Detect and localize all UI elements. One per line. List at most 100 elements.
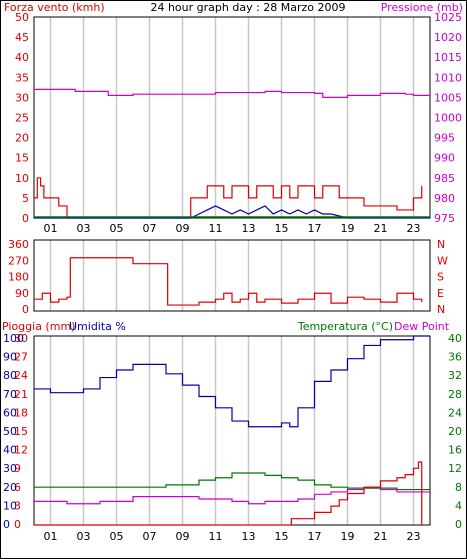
x-tick-label: 07 (143, 530, 157, 543)
y-tick-label-temperature: 0 (455, 518, 462, 531)
y-tick-label-humidity: 30 (3, 462, 17, 475)
y-tick-label-wind: 40 (15, 51, 29, 64)
y-tick-label-direction: 0 (22, 303, 29, 316)
y-tick-label-rain: 24 (14, 369, 28, 382)
y-tick-label-pressure: 975 (434, 212, 455, 225)
wind-pressure-panel: 5045403530252015105010251020101510101005… (15, 11, 462, 235)
y-tick-label-direction: 360 (8, 238, 29, 251)
temperature-axis-label: Temperatura (°C) (297, 320, 393, 333)
x-tick-label: 11 (209, 222, 223, 235)
series-line-wind (34, 177, 423, 219)
y-tick-label-rain: 27 (14, 351, 28, 364)
y-tick-label-temperature: 32 (448, 369, 462, 382)
y-tick-label-temperature: 4 (455, 499, 462, 512)
series-line-humidity (34, 335, 430, 428)
x-tick-label: 03 (77, 222, 91, 235)
x-tick-label: 09 (176, 222, 190, 235)
x-tick-label: 01 (44, 530, 58, 543)
x-tick-label: 07 (143, 222, 157, 235)
y-tick-label-pressure: 1000 (434, 112, 462, 125)
x-tick-label: 15 (275, 222, 289, 235)
y-tick-label-temperature: 20 (448, 425, 462, 438)
x-tick-label: 23 (407, 222, 421, 235)
y-tick-label-rain: 9 (14, 462, 21, 475)
x-tick-label: 19 (341, 530, 355, 543)
y-tick-label-humidity: 60 (3, 406, 17, 419)
series-line-gust (34, 205, 430, 219)
y-tick-label-rain: 21 (14, 388, 28, 401)
y-tick-label-temperature: 40 (448, 332, 462, 345)
y-tick-label-rain: 30 (14, 332, 28, 345)
wind-axis-label: Forza vento (kmh) (4, 1, 105, 14)
y-tick-label-humidity: 70 (3, 388, 17, 401)
y-tick-label-wind: 35 (15, 71, 29, 84)
y-tick-label-pressure: 1020 (434, 31, 462, 44)
y-tick-label-humidity: 20 (3, 481, 17, 494)
y-tick-label-temperature: 28 (448, 388, 462, 401)
x-tick-label: 03 (77, 530, 91, 543)
y-tick-label-pressure: 1005 (434, 91, 462, 104)
x-tick-label: 11 (209, 530, 223, 543)
y-tick-label-wind: 50 (15, 11, 29, 24)
y-tick-label-direction: 270 (8, 254, 29, 267)
pressure-axis-label: Pressione (mb) (381, 1, 463, 14)
x-tick-label: 05 (110, 222, 124, 235)
y-tick-label-pressure: 990 (434, 152, 455, 165)
series-line-dewpoint (34, 486, 430, 505)
x-tick-label: 13 (242, 530, 256, 543)
x-tick-label: 01 (44, 222, 58, 235)
y-tick-label-pressure: 1015 (434, 51, 462, 64)
y-tick-label-pressure: 985 (434, 172, 455, 185)
y-tick-label-temperature: 8 (455, 481, 462, 494)
x-tick-label: 05 (110, 530, 124, 543)
y-tick-label-temperature: 16 (448, 444, 462, 457)
series-line-pressure (34, 88, 430, 98)
y-tick-label-rain: 15 (14, 425, 28, 438)
y-tick-label-wind: 45 (15, 31, 29, 44)
plot-frame (33, 335, 431, 526)
y-tick-label-wind: 10 (15, 172, 29, 185)
y-tick-label-wind: 0 (22, 212, 29, 225)
y-tick-label-temperature: 12 (448, 462, 462, 475)
x-tick-label: 09 (176, 530, 190, 543)
y-tick-label-wind: 25 (15, 112, 29, 125)
y-tick-label-rain: 18 (14, 406, 28, 419)
y-tick-label-humidity: 90 (3, 351, 17, 364)
y-tick-label-rain: 12 (14, 444, 28, 457)
plot-frame (33, 16, 431, 219)
x-tick-label: 17 (308, 530, 322, 543)
y-tick-label-temperature: 24 (448, 406, 462, 419)
y-tick-label-wind: 30 (15, 91, 29, 104)
humidity-axis-label: Umidita % (69, 320, 126, 333)
chart-title: 24 hour graph day : 28 Marzo 2009 (150, 1, 345, 14)
y-tick-label-pressure: 1010 (434, 71, 462, 84)
y-tick-label-wind: 15 (15, 152, 29, 165)
y-tick-label-compass: N (437, 303, 445, 316)
y-tick-label-compass: S (437, 271, 444, 284)
y-tick-label-humidity: 100 (3, 332, 24, 345)
plot-frame (33, 239, 431, 312)
x-tick-label: 21 (374, 222, 388, 235)
y-tick-label-wind: 20 (15, 132, 29, 145)
y-tick-label-compass: E (437, 287, 444, 300)
x-tick-label: 19 (341, 222, 355, 235)
y-tick-label-pressure: 1025 (434, 11, 462, 24)
y-tick-label-wind: 5 (22, 192, 29, 205)
y-tick-label-compass: W (437, 254, 448, 267)
x-tick-label: 17 (308, 222, 322, 235)
series-line-rain (34, 461, 423, 526)
x-tick-label: 21 (374, 530, 388, 543)
y-tick-label-rain: 3 (14, 499, 21, 512)
y-tick-label-direction: 90 (15, 287, 29, 300)
y-tick-label-direction: 180 (8, 271, 29, 284)
y-tick-label-rain: 0 (14, 518, 21, 531)
y-tick-label-humidity: 50 (3, 425, 17, 438)
y-tick-label-humidity: 80 (3, 369, 17, 382)
x-tick-label: 23 (407, 530, 421, 543)
y-tick-label-rain: 6 (14, 481, 21, 494)
rain-axis-label: Pioggia (mm) (2, 320, 75, 333)
series-line-direction (34, 257, 423, 306)
y-tick-label-temperature: 36 (448, 351, 462, 364)
x-tick-label: 15 (275, 530, 289, 543)
